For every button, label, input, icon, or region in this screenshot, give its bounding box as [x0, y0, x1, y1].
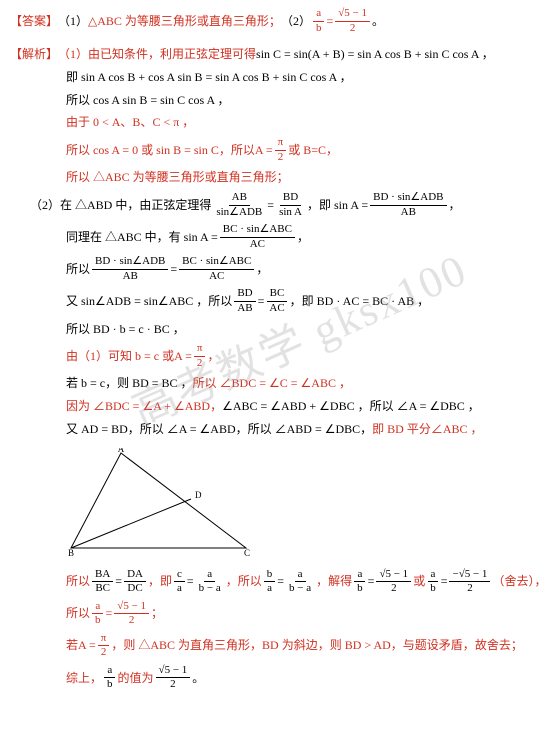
exp-l18: 若 A = π2 ，则 △ABC 为直角三角形，BD 为斜边，则 BD > AD…: [10, 633, 549, 659]
exp-l6: 所以 △ABC 为等腰三角形或直角三角形；: [10, 169, 549, 186]
exp-l4: 由于 0 < A、B、C < π ，: [10, 114, 549, 131]
exp-l3: 所以 cos A sin B = sin C cos A ，: [10, 92, 549, 109]
exp-l13: 若 b = c，则 BD = BC ， 所以 ∠BDC = ∠C = ∠ABC …: [10, 375, 549, 392]
exp-label: 【解析】: [10, 46, 58, 63]
exp-l11: 所以 BD · b = c · BC ，: [10, 321, 549, 338]
exp-l7: （2）在 △ABD 中，由正弦定理得 ABsin∠ADB = BDsin A ，…: [10, 192, 549, 218]
answer-p2: （2）: [281, 13, 311, 30]
triangle-diagram: A B C D: [66, 448, 256, 558]
vertex-D: D: [195, 490, 202, 500]
answer-t1: △ABC 为等腰三角形或直角三角形；: [88, 13, 281, 30]
answer-p1: （1）: [58, 13, 88, 30]
exp-l12: 由（1）可知 b = c 或 A = π2 ，: [10, 343, 549, 369]
exp-l10: 又 sin∠ADB = sin∠ABC ，所以 BDAB = BCAC ，即 B…: [10, 288, 549, 314]
exp-l9: 所以 BD · sin∠ADBAB = BC · sin∠ABCAC ，: [10, 256, 549, 282]
answer-label: 【答案】: [10, 13, 58, 30]
answer-frac1: a b: [313, 8, 325, 34]
exp-l8: 同理在 △ABC 中，有 sin A = BC · sin∠ABCAC ，: [10, 224, 549, 250]
vertex-C: C: [244, 548, 250, 558]
exp-l17: 所以 ab = √5 − 12 ；: [10, 601, 549, 627]
answer-end: 。: [372, 13, 384, 30]
exp-l1a: （1）由已知条件，利用正弦定理可得: [58, 46, 256, 63]
exp-l19: 综上， ab 的值为 √5 − 12 。: [10, 665, 549, 691]
answer-eq: =: [326, 13, 333, 30]
answer-line: 【答案】 （1） △ABC 为等腰三角形或直角三角形； （2） a b = √5…: [10, 8, 549, 34]
exp-l5: 所以 cos A = 0 或 sin B = sin C，所以 A = π 2 …: [10, 137, 549, 163]
answer-frac2: √5 − 1 2: [335, 8, 370, 34]
exp-l1: 【解析】 （1）由已知条件，利用正弦定理可得 sin C = sin(A + B…: [10, 46, 549, 63]
exp-l2: 即 sin A cos B + cos A sin B = sin A cos …: [10, 69, 549, 86]
exp-l14: 因为 ∠BDC = ∠A + ∠ABD， ∠ABC = ∠ABD + ∠DBC …: [10, 398, 549, 415]
exp-l16: 所以 BABC = DADC ，即 ca = ab − a ，所以 ba = a…: [10, 569, 549, 595]
exp-l15: 又 AD = BD，所以 ∠A = ∠ABD，所以 ∠ABD = ∠DBC， 即…: [10, 421, 549, 438]
vertex-B: B: [68, 548, 74, 558]
vertex-A: A: [118, 448, 125, 454]
exp-l1b: sin C = sin(A + B) = sin A cos B + sin C…: [256, 46, 494, 63]
